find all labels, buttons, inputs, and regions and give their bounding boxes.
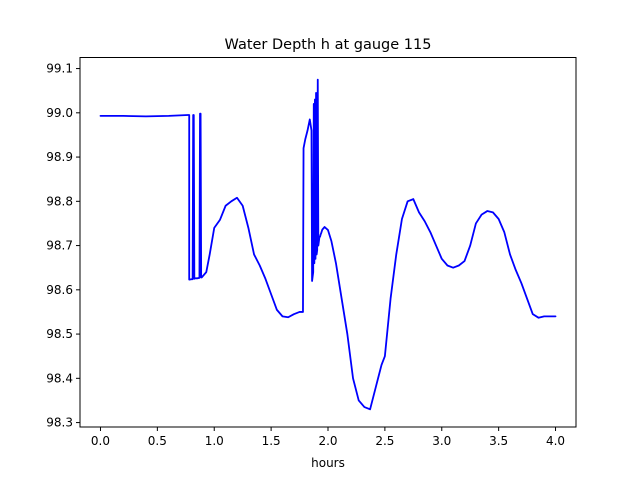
x-tick-label: 1.5 [262, 434, 281, 448]
x-axis: 0.0 0.5 1.0 1.5 2.0 2.5 3.0 3.5 4.0 [91, 427, 565, 448]
x-tick-label: 2.0 [318, 434, 337, 448]
water-depth-series-line [99, 78, 557, 411]
y-tick-label: 98.6 [46, 283, 73, 297]
y-tick-label: 98.9 [46, 150, 73, 164]
x-tick-label: 4.0 [546, 434, 565, 448]
y-tick-label: 99.1 [46, 62, 73, 76]
x-tick-label: 3.0 [432, 434, 451, 448]
y-tick-label: 98.7 [46, 239, 73, 253]
y-tick-label: 98.4 [46, 371, 73, 385]
y-tick-label: 98.3 [46, 416, 73, 430]
x-tick-label: 1.0 [205, 434, 224, 448]
y-tick-label: 98.5 [46, 327, 73, 341]
y-axis: 98.3 98.4 98.5 98.6 98.7 98.8 98.9 99.0 99.1 [46, 62, 80, 430]
plot-area-frame [79, 57, 577, 428]
chart-title: Water Depth h at gauge 115 [225, 37, 432, 53]
x-axis-label: hours [311, 456, 345, 470]
x-tick-label: 0.5 [148, 434, 167, 448]
y-tick-label: 98.8 [46, 194, 73, 208]
x-tick-label: 0.0 [91, 434, 110, 448]
x-tick-label: 3.5 [489, 434, 508, 448]
y-tick-label: 99.0 [46, 106, 73, 120]
x-tick-label: 2.5 [375, 434, 394, 448]
